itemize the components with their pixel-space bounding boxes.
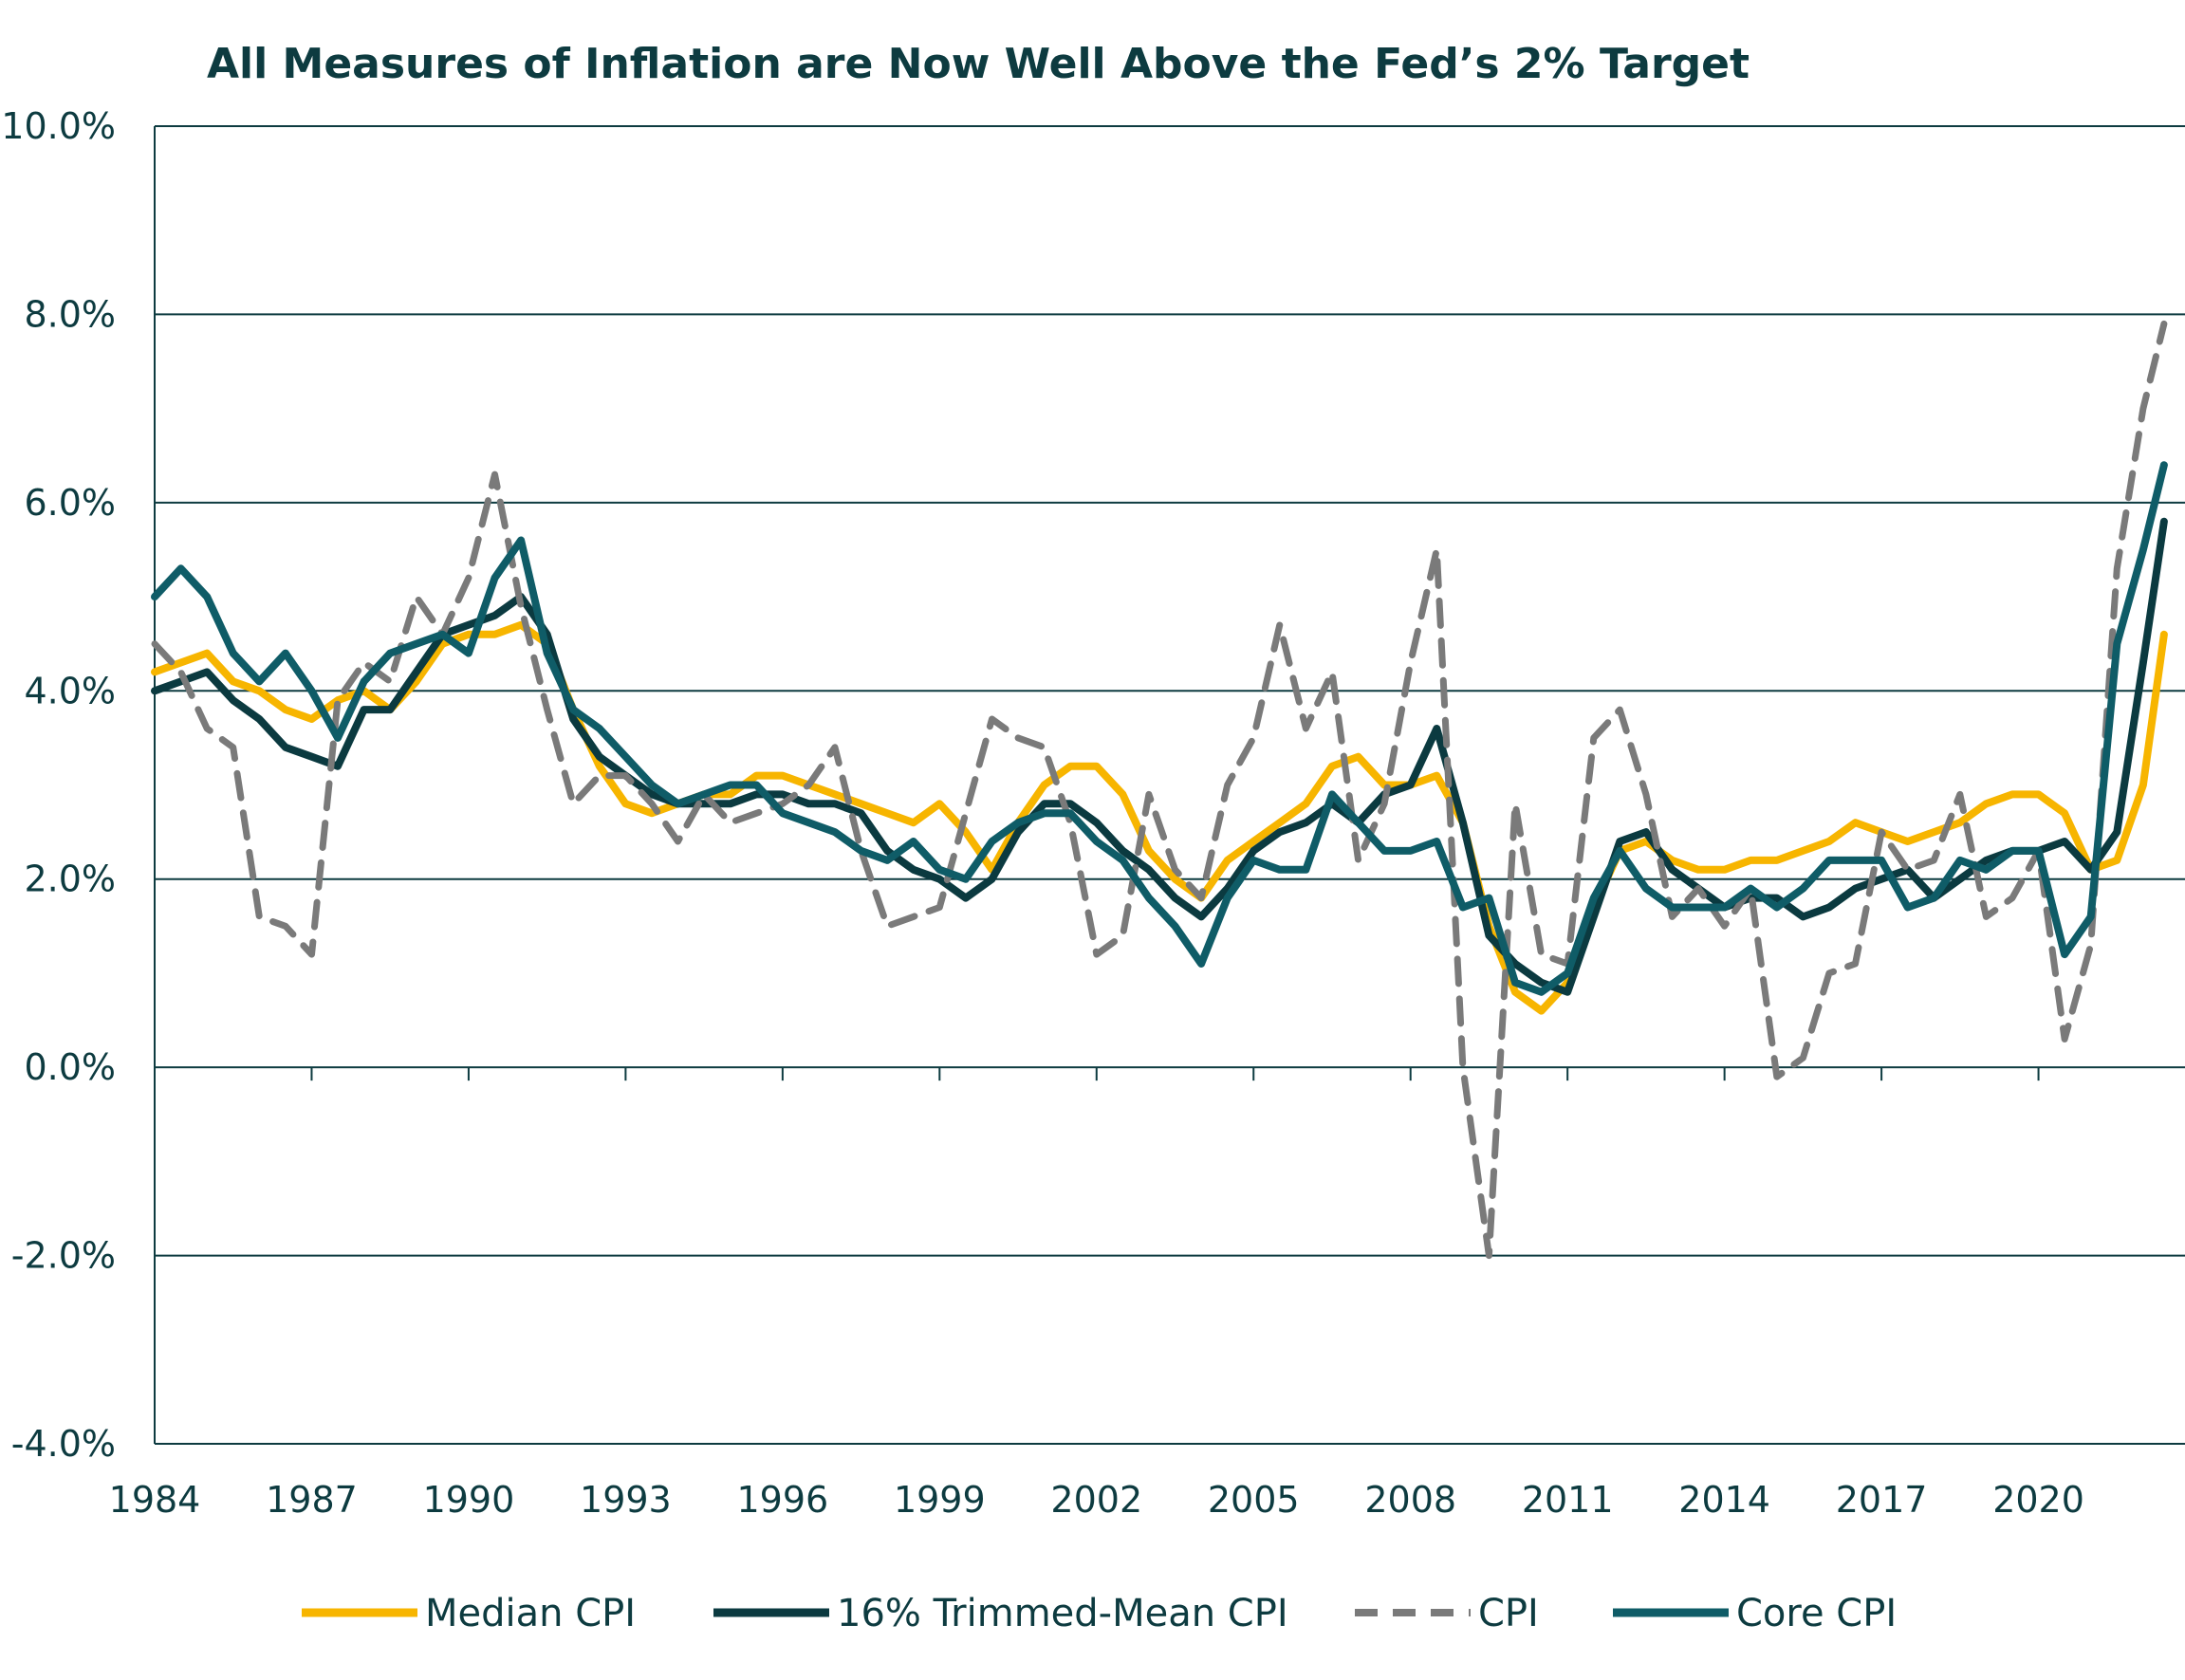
x-tick-label: 2017 (1836, 1479, 1928, 1521)
x-tick-label: 1999 (894, 1479, 986, 1521)
legend-label: 16% Trimmed-Mean CPI (837, 1592, 1288, 1635)
series-line-cpi (151, 320, 2168, 1260)
y-tick-label: 2.0% (24, 858, 116, 900)
x-tick-label: 2014 (1678, 1479, 1770, 1521)
series-line-median-cpi (151, 620, 2168, 1015)
y-tick-label: 4.0% (24, 670, 116, 711)
legend-label: Median CPI (425, 1592, 636, 1635)
x-tick-label: 2008 (1364, 1479, 1456, 1521)
legend: Median CPI 16% Trimmed-Mean CPI CPI Core CP… (302, 1592, 1897, 1635)
y-tick-label: 6.0% (24, 482, 116, 524)
legend-item: CPI (1355, 1592, 1539, 1635)
series-lines (151, 320, 2168, 1260)
y-tick-label: 10.0% (1, 105, 116, 147)
axes: -4.0% -2.0% 0.0% 2.0% 4.0% 6.0% 8.0% 10.0% 1984 1… (1, 105, 2185, 1521)
x-tick-label: 2020 (1992, 1479, 2084, 1521)
x-tick-label: 2005 (1208, 1479, 1300, 1521)
series-line-core-cpi (151, 461, 2168, 996)
gridlines (155, 125, 2185, 1257)
legend-label: Core CPI (1736, 1592, 1897, 1635)
x-tick-label: 1990 (423, 1479, 515, 1521)
legend-item: Median CPI (302, 1592, 636, 1635)
x-tick-label: 1996 (736, 1479, 828, 1521)
legend-item: 16% Trimmed-Mean CPI (713, 1592, 1288, 1635)
x-tick-label: 2002 (1050, 1479, 1142, 1521)
y-tick-label: 0.0% (24, 1046, 116, 1088)
legend-label: CPI (1478, 1592, 1539, 1635)
x-tick-label: 1987 (266, 1479, 358, 1521)
y-tick-label: 8.0% (24, 293, 116, 335)
x-tick-label: 2011 (1522, 1479, 1614, 1521)
x-tick-label: 1984 (109, 1479, 201, 1521)
y-tick-label: -2.0% (11, 1235, 116, 1277)
x-tick-label: 1993 (580, 1479, 672, 1521)
series-line-16-trimmed-mean-cpi (151, 517, 2168, 996)
chart-title: All Measures of Inflation are Now Well A… (207, 40, 1750, 88)
y-tick-label: -4.0% (11, 1423, 116, 1465)
legend-item: Core CPI (1613, 1592, 1897, 1635)
